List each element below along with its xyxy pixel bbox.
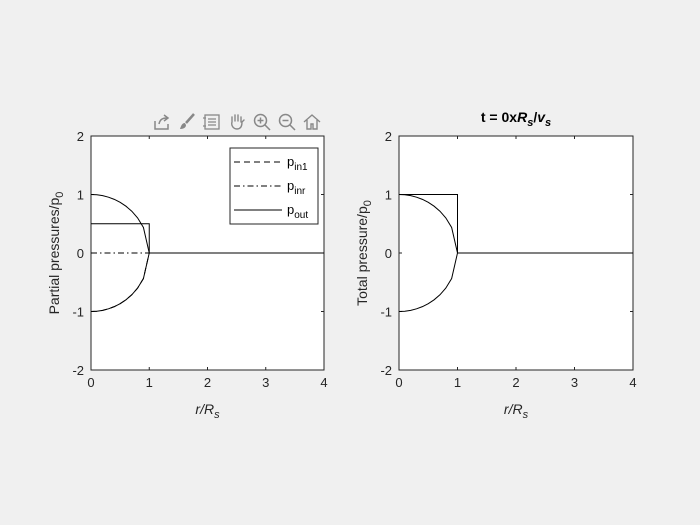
y-tick-label: -1 [380, 305, 392, 320]
x-tick-label: 2 [512, 375, 519, 390]
chart-title: t = 0xRs/vs [481, 109, 551, 129]
x-tick-label: 1 [454, 375, 461, 390]
x-axis-label: r/Rs [195, 401, 220, 421]
x-tick-label: 0 [395, 375, 402, 390]
y-axis-label: Total pressure/p0 [354, 200, 374, 306]
y-axis-label: Partial pressures/p0 [46, 192, 66, 315]
series-line-total-pressure [399, 194, 633, 254]
x-tick-label: 4 [629, 375, 636, 390]
series-line-lower-arc [399, 252, 458, 312]
series-line-upper-arc [91, 194, 150, 254]
x-axis-label: r/Rs [504, 401, 529, 421]
x-tick-label: 3 [571, 375, 578, 390]
legend-icon[interactable] [200, 110, 223, 134]
home-icon[interactable] [300, 110, 323, 134]
y-tick-label: 2 [385, 129, 392, 144]
y-tick-label: 2 [77, 129, 84, 144]
axes-2: 0 1 2 3 4 -2 -1 0 1 2 r/Rs Total pressure/p0 t = 0xR… [354, 109, 637, 421]
y-tick-label: 0 [77, 246, 84, 261]
x-tick-label: 1 [146, 375, 153, 390]
x-tick-label: 0 [87, 375, 94, 390]
x-tick-label: 3 [262, 375, 269, 390]
y-tick-label: 1 [77, 188, 84, 203]
y-tick-label: -2 [72, 363, 84, 378]
series-line-upper-arc [399, 194, 458, 254]
x-tick-label: 4 [320, 375, 327, 390]
export-icon[interactable] [150, 110, 173, 134]
legend-box [229, 147, 319, 225]
axes-1: 0 1 2 3 4 -2 -1 0 1 2 r/Rs Partial pressures/p0 pin1… [46, 129, 328, 421]
y-tick-label: -2 [380, 363, 392, 378]
zoom-in-icon[interactable] [250, 110, 273, 134]
zoom-out-icon[interactable] [275, 110, 298, 134]
y-tick-label: 1 [385, 188, 392, 203]
y-tick-label: 0 [385, 246, 392, 261]
brush-icon[interactable] [175, 110, 198, 134]
pan-icon[interactable] [225, 110, 248, 134]
series-line-p-out [91, 223, 324, 254]
series-line-lower-arc [91, 252, 150, 312]
x-tick-label: 2 [204, 375, 211, 390]
y-tick-label: -1 [72, 305, 84, 320]
figure-toolbar [150, 110, 323, 134]
